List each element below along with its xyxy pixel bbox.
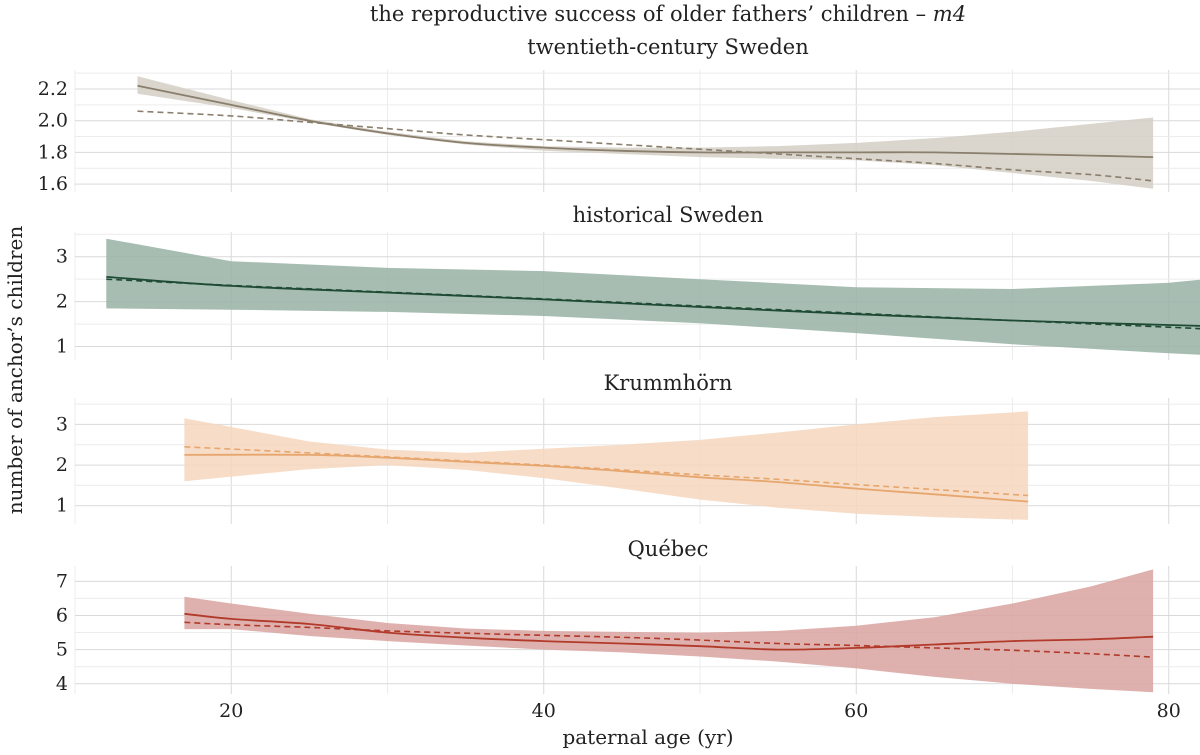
x-tick-label: 40 bbox=[532, 700, 556, 722]
x-axis-title: paternal age (yr) bbox=[562, 725, 733, 749]
panel-krummhorn: 1 2 3 Krummhörn bbox=[56, 371, 1200, 524]
confidence-band-krummhorn bbox=[184, 411, 1029, 520]
dashed-fit-line-quebec bbox=[184, 621, 1154, 658]
solid-fit-line-krummhorn bbox=[184, 453, 1029, 503]
panel-title-quebec: Québec bbox=[628, 537, 709, 561]
y-tick-label: 2.2 bbox=[38, 78, 68, 100]
solid-fit-line-quebec bbox=[184, 612, 1154, 651]
dashed-fit-line-krummhorn bbox=[184, 446, 1029, 497]
y-tick-label: 1 bbox=[56, 336, 68, 358]
y-tick-label: 3 bbox=[56, 413, 68, 435]
panel-title-krummhorn: Krummhörn bbox=[604, 371, 733, 395]
chart-panels: 1.6 1.8 2.0 2.2 twentieth-century Sweden 1 2 3 h… bbox=[38, 35, 1200, 695]
chart-title-line1: the reproductive success of older father… bbox=[370, 2, 966, 26]
panel-title-historical-sweden: historical Sweden bbox=[573, 203, 764, 227]
y-tick-label: 3 bbox=[56, 246, 68, 268]
y-tick-label: 1.6 bbox=[38, 173, 68, 195]
confidence-band-twentieth-century-sweden bbox=[137, 76, 1154, 189]
panel-title-twentieth-century-sweden: twentieth-century Sweden bbox=[527, 35, 808, 59]
x-tick-label: 60 bbox=[844, 700, 868, 722]
panel-historical-sweden: 1 2 3 historical Sweden bbox=[56, 203, 1200, 360]
y-tick-label: 4 bbox=[56, 673, 68, 695]
y-tick-label: 5 bbox=[56, 639, 68, 661]
x-tick-label: 20 bbox=[219, 700, 243, 722]
confidence-band-quebec bbox=[184, 569, 1154, 693]
y-tick-label: 1 bbox=[56, 495, 68, 517]
panel-twentieth-century-sweden: 1.6 1.8 2.0 2.2 twentieth-century Sweden bbox=[38, 35, 1200, 195]
chart-title-main: the reproductive success of older father… bbox=[370, 2, 933, 26]
x-tick-labels: 20 40 60 80 bbox=[219, 700, 1181, 722]
dashed-fit-line-twentieth-century-sweden bbox=[137, 110, 1154, 182]
confidence-band-historical-sweden bbox=[106, 238, 1200, 355]
chart-title-italic: m4 bbox=[933, 2, 966, 26]
y-tick-label: 2 bbox=[56, 291, 68, 313]
y-tick-label: 2 bbox=[56, 454, 68, 476]
y-axis-title: number of anchor’s children bbox=[3, 226, 27, 515]
panel-quebec: 4 5 6 7 Québec bbox=[56, 537, 1200, 695]
solid-fit-line-historical-sweden bbox=[106, 276, 1200, 327]
y-tick-label: 6 bbox=[56, 604, 68, 626]
y-tick-label: 7 bbox=[56, 570, 68, 592]
y-tick-label: 2.0 bbox=[38, 110, 68, 132]
solid-fit-line-twentieth-century-sweden bbox=[137, 84, 1154, 158]
y-tick-label: 1.8 bbox=[38, 141, 68, 163]
x-tick-label: 80 bbox=[1157, 700, 1181, 722]
